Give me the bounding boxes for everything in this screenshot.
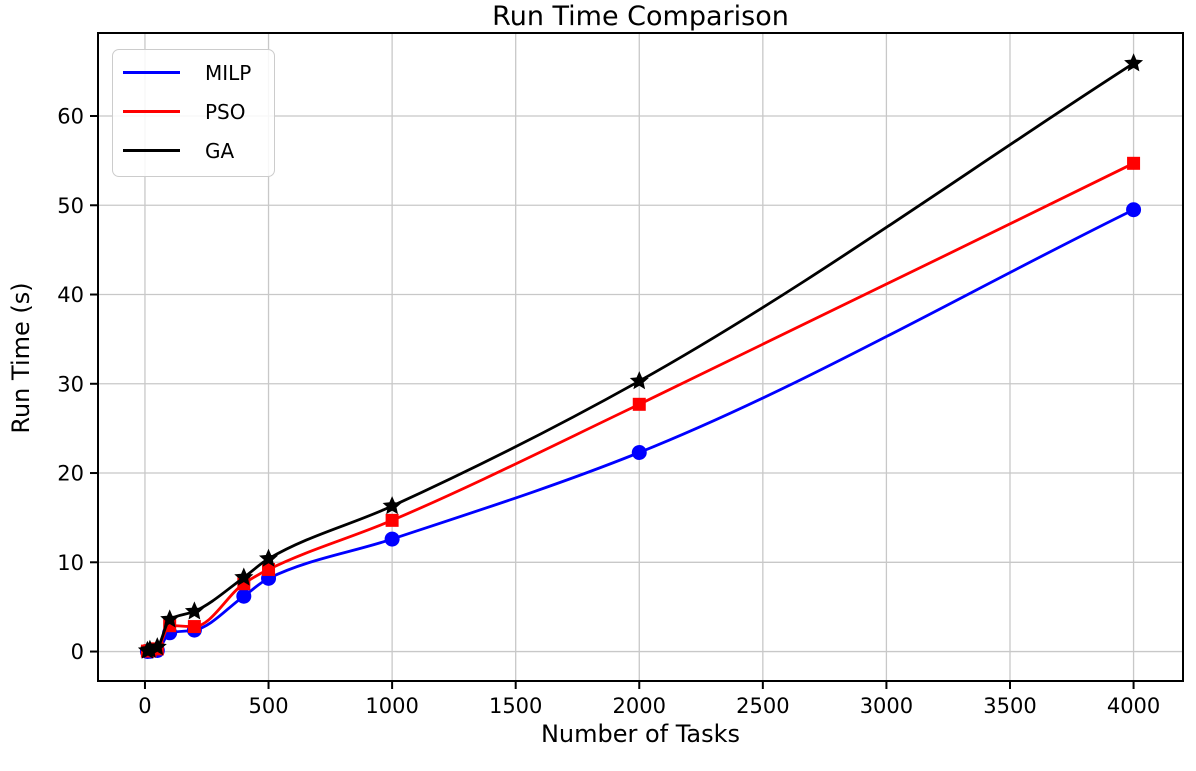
y-axis-label: Run Time (s): [7, 282, 35, 434]
legend-label-pso: PSO: [205, 99, 246, 124]
legend-line-sample-pso: [123, 110, 180, 113]
x-tick-label: 4000: [1107, 694, 1160, 718]
y-tick-label: 10: [57, 551, 84, 575]
legend-line-sample-milp: [123, 71, 180, 74]
legend-item-pso: PSO: [123, 92, 274, 131]
legend: MILP PSO GA: [112, 49, 275, 177]
data-point-star-ga: [184, 601, 204, 620]
data-point-square-pso: [385, 513, 399, 527]
plot-border: [97, 32, 1184, 682]
data-point-circle-milp: [1126, 202, 1142, 218]
legend-label-ga: GA: [205, 138, 235, 163]
y-tick-label: 30: [57, 372, 84, 396]
y-tick-label: 40: [57, 283, 84, 307]
data-point-star-ga: [382, 496, 402, 515]
data-point-square-pso: [187, 620, 201, 634]
data-point-circle-milp: [384, 531, 400, 547]
chart-title: Run Time Comparison: [492, 1, 789, 32]
x-tick-label: 2500: [736, 694, 789, 718]
data-point-star-ga: [140, 639, 160, 658]
y-tick-label: 60: [57, 105, 84, 129]
data-point-star-ga: [629, 371, 649, 390]
y-tick-label: 0: [71, 640, 84, 664]
legend-item-milp: MILP: [123, 53, 274, 92]
y-tick-label: 20: [57, 462, 84, 486]
x-tick-label: 1000: [365, 694, 418, 718]
y-tick-label: 50: [57, 194, 84, 218]
series-line-milp: [146, 208, 1135, 653]
x-tick-label: 3500: [983, 694, 1036, 718]
data-point-square-pso: [262, 562, 276, 576]
data-point-square-pso: [1127, 156, 1141, 170]
data-point-star-ga: [1124, 53, 1144, 72]
x-tick-label: 3000: [860, 694, 913, 718]
x-tick-label: 0: [138, 694, 151, 718]
x-axis-label: Number of Tasks: [540, 720, 741, 748]
x-tick-label: 2000: [613, 694, 666, 718]
data-point-square-pso: [632, 397, 646, 411]
data-point-circle-milp: [236, 588, 252, 604]
data-point-star-ga: [259, 548, 278, 567]
data-point-star-ga: [160, 609, 180, 628]
legend-label-milp: MILP: [205, 60, 252, 85]
legend-item-ga: GA: [123, 131, 274, 170]
x-tick-label: 1500: [489, 694, 542, 718]
legend-line-sample-ga: [123, 149, 180, 152]
data-point-circle-milp: [631, 445, 647, 461]
data-point-star-ga: [147, 637, 167, 656]
data-point-star-ga: [234, 567, 254, 586]
x-tick-label: 500: [248, 694, 288, 718]
